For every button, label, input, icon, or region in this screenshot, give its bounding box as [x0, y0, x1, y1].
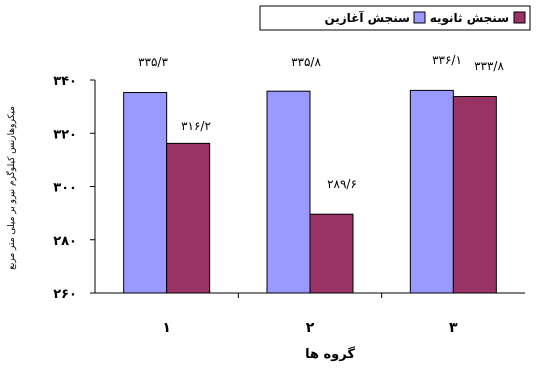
- legend-swatch-secondary: [513, 11, 526, 24]
- legend: سنجش آغازین سنجش ثانویه: [259, 5, 531, 31]
- x-axis-title: گروه ها: [305, 346, 355, 362]
- plot-area: ۲۶۰ ۲۸۰ ۳۰۰ ۳۲۰ ۳۴۰ ۱ ۲ ۳ ۳۳۵/۳ ۳۱۶/۲ ۳۳۵/۸ ۲۸۹/۶ ۳۳…: [53, 53, 525, 336]
- bar-secondary: [309, 213, 354, 294]
- category-label: ۱: [162, 320, 171, 336]
- legend-label-initial: سنجش آغازین: [324, 10, 410, 25]
- data-label-secondary: ۳۱۶/۲: [181, 119, 211, 133]
- data-label-initial: ۳۳۶/۱: [432, 53, 462, 67]
- bar-initial: [123, 92, 168, 294]
- y-axis-title: میکروهارنس کیلوگرم نیرو بر میلی متر مربع: [5, 106, 17, 270]
- data-label-initial: ۳۳۵/۳: [138, 55, 168, 69]
- category-label: ۲: [306, 320, 315, 336]
- bar-secondary: [166, 142, 211, 294]
- legend-box: [259, 5, 531, 31]
- y-tick-label: ۲۸۰: [53, 234, 77, 249]
- data-label-secondary: ۳۳۳/۸: [474, 59, 504, 73]
- data-label-secondary: ۲۸۹/۶: [327, 177, 357, 191]
- bar-initial: [409, 89, 454, 294]
- bar-initial: [266, 90, 311, 294]
- y-tick-label: ۳۲۰: [53, 127, 77, 142]
- y-tick-label: ۲۶۰: [53, 287, 77, 302]
- y-tick-label: ۳۴۰: [53, 74, 77, 89]
- bar-secondary: [452, 96, 497, 294]
- y-tick-label: ۳۰۰: [53, 181, 77, 196]
- legend-label-secondary: سنجش ثانویه: [430, 11, 509, 26]
- data-label-initial: ۳۳۵/۸: [291, 55, 321, 69]
- category-label: ۳: [449, 320, 458, 336]
- legend-swatch-initial: [413, 11, 426, 24]
